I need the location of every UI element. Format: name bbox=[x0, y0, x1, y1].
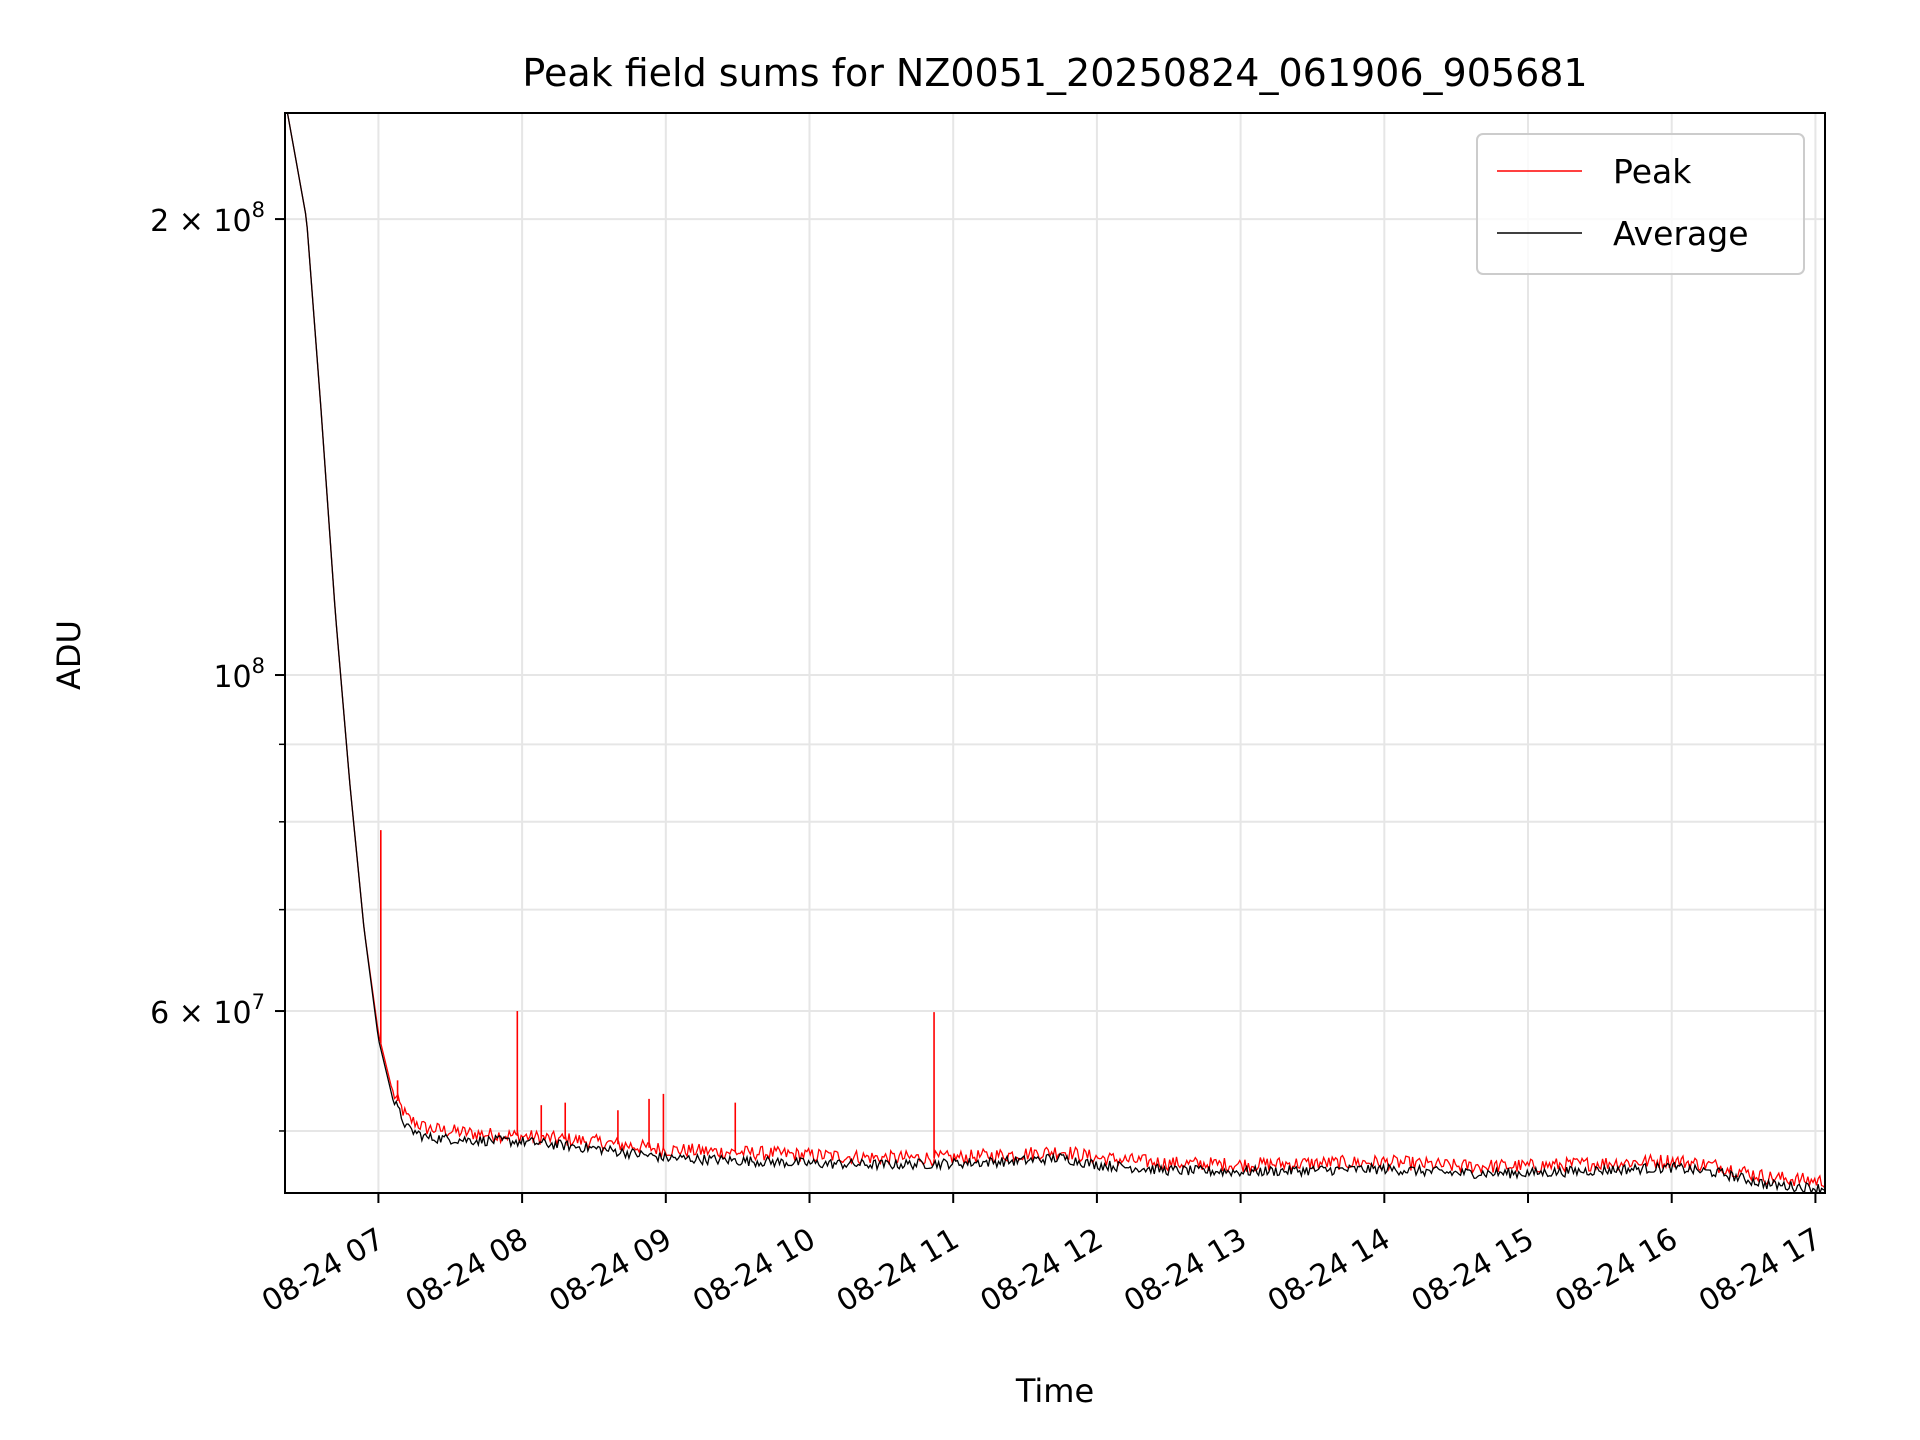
legend-average-label: Average bbox=[1613, 214, 1749, 253]
plot-frame bbox=[284, 112, 1826, 1194]
legend-box bbox=[1476, 133, 1805, 275]
series-layer bbox=[286, 113, 1825, 1193]
y-axis: 2 × 108 108 6 × 107 bbox=[150, 198, 285, 1132]
x-axis-label: Time bbox=[1015, 1372, 1094, 1410]
y-axis-label: ADU bbox=[50, 620, 88, 690]
chart-title: Peak field sums for NZ0051_20250824_0619… bbox=[522, 51, 1587, 95]
y-tick-label-0: 2 × 108 bbox=[150, 198, 265, 239]
grid bbox=[285, 113, 1825, 1193]
y-tick-label-2: 6 × 107 bbox=[150, 990, 265, 1031]
series-line-average bbox=[286, 113, 1825, 1193]
y-tick-label-1: 108 bbox=[213, 654, 265, 695]
legend: Peak Average bbox=[1476, 133, 1805, 275]
legend-peak-label: Peak bbox=[1613, 152, 1692, 191]
